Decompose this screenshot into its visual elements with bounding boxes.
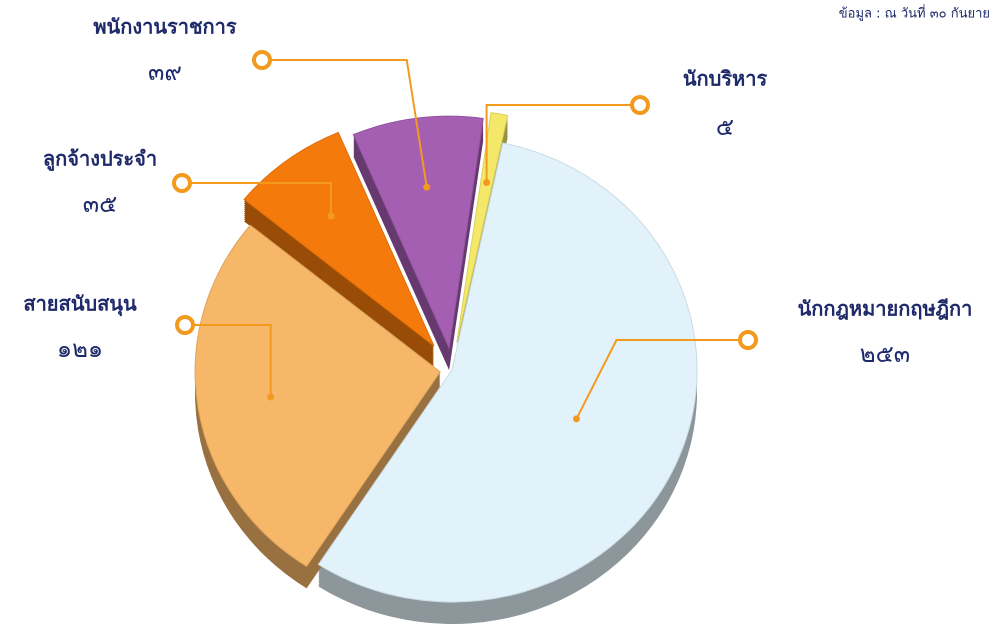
leader-line [182,182,333,217]
leader-line [575,339,748,420]
slice [194,224,441,568]
slice-label: พนักงานราชการ [93,15,237,39]
leader-marker [630,95,650,115]
leader-marker [252,50,272,70]
slice-label: นักบริหาร [683,67,768,91]
leader-line [262,59,428,188]
slice-label: นักกฎหมายกฤษฎีกา [798,297,973,321]
slice-value: ๒๕๓ [860,340,910,368]
leader-marker [738,330,758,350]
slice [456,112,509,343]
slice-label: สายสนับสนุน [23,292,137,317]
leader-marker [175,315,195,335]
slice [243,131,435,347]
leader-dot [267,393,275,401]
leader-dot [423,183,431,191]
leader-dot [483,178,491,186]
slice [317,142,698,603]
slice-value: ๓๙ [148,58,182,86]
slice-value: ๑๒๑ [57,335,103,363]
leader-line [485,104,640,183]
slice [352,115,484,350]
leader-line [185,324,272,397]
chart-subtitle: ข้อมูล : ณ วันที่ ๓๐ กันยาย [839,5,990,22]
slice-value: ๕ [716,113,734,141]
leader-dot [327,212,335,220]
slice-label: ลูกจ้างประจำ [43,147,157,173]
slice-value: ๓๕ [83,190,118,218]
leader-dot [572,415,580,423]
leader-marker [172,173,192,193]
